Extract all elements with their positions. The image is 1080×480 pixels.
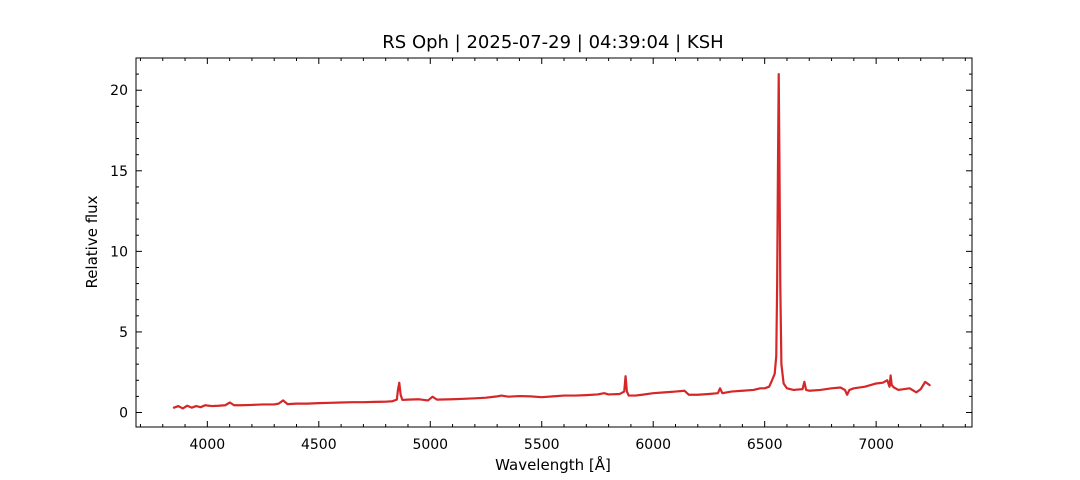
y-tick-label: 15 xyxy=(110,164,128,180)
x-tick-label: 4500 xyxy=(301,437,337,453)
x-tick-label: 6000 xyxy=(635,437,671,453)
x-axis-label: Wavelength [Å] xyxy=(495,455,611,474)
x-tick-label: 7000 xyxy=(858,437,894,453)
y-tick-label: 20 xyxy=(110,83,128,99)
x-tick-label: 4000 xyxy=(190,437,226,453)
x-tick-label: 6500 xyxy=(747,437,783,453)
x-tick-label: 5500 xyxy=(524,437,560,453)
x-tick-label: 5000 xyxy=(412,437,448,453)
y-tick-label: 0 xyxy=(119,405,128,421)
spectrum-line xyxy=(172,73,931,410)
y-axis-label: Relative flux xyxy=(83,195,101,288)
chart-title: RS Oph | 2025-07-29 | 04:39:04 | KSH xyxy=(382,32,723,53)
tick-labels: 4000 4500 5000 5500 6000 6500 7000 0 5 10 15 20 xyxy=(110,83,894,453)
y-tick-label: 10 xyxy=(110,244,128,260)
y-tick-label: 5 xyxy=(119,325,128,341)
plot-frame xyxy=(135,57,973,428)
